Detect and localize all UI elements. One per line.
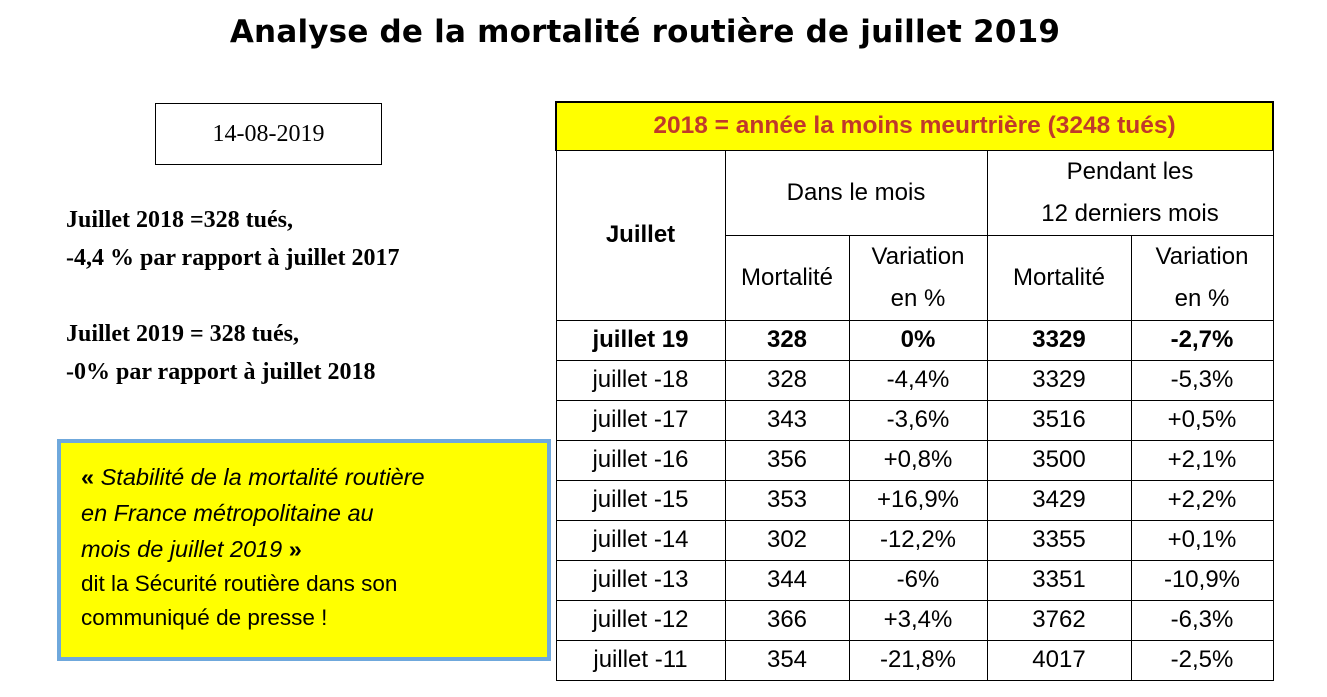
summary-2019-line2: -0% par rapport à juillet 2018 bbox=[66, 359, 376, 385]
row-mortalite-12: 3351 bbox=[986, 559, 1132, 601]
header-dans-le-mois: Dans le mois bbox=[724, 149, 988, 236]
date-text: 14-08-2019 bbox=[212, 120, 325, 147]
header-12-mois-line2: 12 derniers mois bbox=[1041, 199, 1219, 227]
row-variation: -21,8% bbox=[848, 639, 988, 681]
page-title: Analyse de la mortalité routière de juil… bbox=[229, 14, 1061, 50]
table-row: juillet -12 366 +3,4% 3762 -6,3% bbox=[555, 599, 1274, 641]
row-label: juillet -13 bbox=[555, 559, 726, 601]
row-variation: +16,9% bbox=[848, 479, 988, 521]
quote-line-3: mois de juillet 2019 bbox=[81, 536, 283, 562]
table-row: juillet -14 302 -12,2% 3355 +0,1% bbox=[555, 519, 1274, 561]
header-variation-12-line1: Variation bbox=[1155, 242, 1249, 270]
row-variation-12: -2,7% bbox=[1130, 319, 1274, 361]
row-mortalite-12: 3329 bbox=[986, 359, 1132, 401]
row-label: juillet -17 bbox=[555, 399, 726, 441]
row-variation-12: +2,1% bbox=[1130, 439, 1274, 481]
header-mortalite-12: Mortalité bbox=[986, 234, 1132, 321]
row-mortalite-12: 3355 bbox=[986, 519, 1132, 561]
row-mortalite-12: 3500 bbox=[986, 439, 1132, 481]
row-variation: +3,4% bbox=[848, 599, 988, 641]
row-variation-12: -10,9% bbox=[1130, 559, 1274, 601]
row-variation-12: -5,3% bbox=[1130, 359, 1274, 401]
quote-open: « bbox=[81, 464, 101, 490]
summary-2018: Juillet 2018 =328 tués, -4,4 % par rappo… bbox=[66, 201, 400, 277]
header-juillet: Juillet bbox=[555, 149, 726, 321]
table-row: juillet -11 354 -21,8% 4017 -2,5% bbox=[555, 639, 1274, 681]
header-variation: Variation en % bbox=[848, 234, 988, 321]
table-row: juillet -18 328 -4,4% 3329 -5,3% bbox=[555, 359, 1274, 401]
header-variation-12-line2: en % bbox=[1174, 284, 1230, 312]
quote-close: » bbox=[282, 536, 302, 562]
table-row: juillet 19 328 0% 3329 -2,7% bbox=[555, 319, 1274, 361]
quote-box: « Stabilité de la mortalité routière en … bbox=[57, 439, 551, 661]
summary-2018-line1: Juillet 2018 =328 tués, bbox=[66, 207, 294, 233]
header-variation-line1: Variation bbox=[871, 242, 965, 270]
row-mortalite-12: 3329 bbox=[986, 319, 1132, 361]
date-box: 14-08-2019 bbox=[155, 103, 382, 165]
row-variation-12: +0,5% bbox=[1130, 399, 1274, 441]
row-variation: -4,4% bbox=[848, 359, 988, 401]
quote-line-2: en France métropolitaine au bbox=[81, 500, 374, 526]
quote-attribution-2: communiqué de presse ! bbox=[81, 605, 328, 630]
row-mortalite-12: 4017 bbox=[986, 639, 1132, 681]
row-variation: -6% bbox=[848, 559, 988, 601]
row-label: juillet 19 bbox=[555, 319, 726, 361]
row-mortalite-12: 3762 bbox=[986, 599, 1132, 641]
row-label: juillet -18 bbox=[555, 359, 726, 401]
row-mortalite-12: 3516 bbox=[986, 399, 1132, 441]
row-mortalite: 328 bbox=[724, 319, 850, 361]
row-label: juillet -14 bbox=[555, 519, 726, 561]
header-12-mois: Pendant les 12 derniers mois bbox=[986, 149, 1274, 236]
summary-2019: Juillet 2019 = 328 tués, -0% par rapport… bbox=[66, 315, 376, 391]
table-banner: 2018 = année la moins meurtrière (3248 t… bbox=[555, 101, 1274, 151]
row-variation: 0% bbox=[848, 319, 988, 361]
row-mortalite: 328 bbox=[724, 359, 850, 401]
mortality-table: 2018 = année la moins meurtrière (3248 t… bbox=[555, 101, 1274, 681]
row-mortalite: 343 bbox=[724, 399, 850, 441]
header-variation-12: Variation en % bbox=[1130, 234, 1274, 321]
row-variation: -3,6% bbox=[848, 399, 988, 441]
row-label: juillet -11 bbox=[555, 639, 726, 681]
table-row: juillet -16 356 +0,8% 3500 +2,1% bbox=[555, 439, 1274, 481]
header-mortalite: Mortalité bbox=[724, 234, 850, 321]
summary-2019-line1: Juillet 2019 = 328 tués, bbox=[66, 321, 300, 347]
header-12-mois-line1: Pendant les bbox=[1066, 157, 1194, 185]
row-label: juillet -15 bbox=[555, 479, 726, 521]
row-variation-12: +2,2% bbox=[1130, 479, 1274, 521]
row-mortalite-12: 3429 bbox=[986, 479, 1132, 521]
row-variation-12: -6,3% bbox=[1130, 599, 1274, 641]
row-label: juillet -12 bbox=[555, 599, 726, 641]
header-variation-line2: en % bbox=[890, 284, 946, 312]
row-variation-12: -2,5% bbox=[1130, 639, 1274, 681]
quote-attribution-1: dit la Sécurité routière dans son bbox=[81, 571, 398, 596]
row-label: juillet -16 bbox=[555, 439, 726, 481]
row-mortalite: 354 bbox=[724, 639, 850, 681]
row-variation-12: +0,1% bbox=[1130, 519, 1274, 561]
row-mortalite: 302 bbox=[724, 519, 850, 561]
row-mortalite: 356 bbox=[724, 439, 850, 481]
summary-2018-line2: -4,4 % par rapport à juillet 2017 bbox=[66, 245, 400, 271]
table-row: juillet -13 344 -6% 3351 -10,9% bbox=[555, 559, 1274, 601]
row-mortalite: 366 bbox=[724, 599, 850, 641]
table-row: juillet -15 353 +16,9% 3429 +2,2% bbox=[555, 479, 1274, 521]
row-mortalite: 344 bbox=[724, 559, 850, 601]
table-row: juillet -17 343 -3,6% 3516 +0,5% bbox=[555, 399, 1274, 441]
row-mortalite: 353 bbox=[724, 479, 850, 521]
row-variation: +0,8% bbox=[848, 439, 988, 481]
row-variation: -12,2% bbox=[848, 519, 988, 561]
quote-line-1: Stabilité de la mortalité routière bbox=[100, 464, 425, 490]
